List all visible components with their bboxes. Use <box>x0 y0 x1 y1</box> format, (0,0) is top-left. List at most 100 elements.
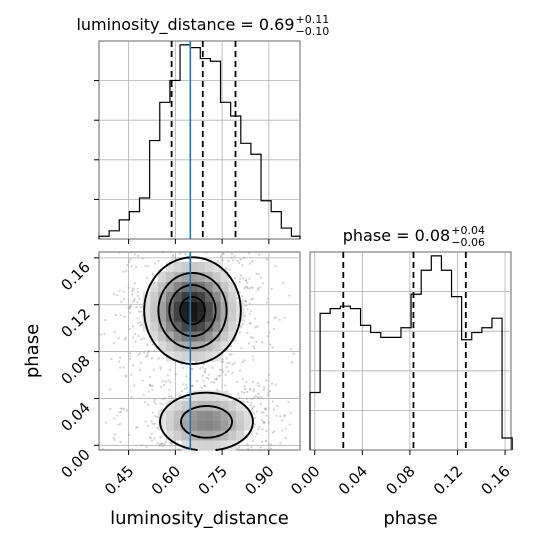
density-cell <box>173 430 182 441</box>
density-cell <box>205 410 214 421</box>
density-cell <box>197 390 206 401</box>
scatter-point <box>128 355 131 358</box>
density-cell <box>236 400 245 411</box>
scatter-point <box>105 421 108 424</box>
scatter-point <box>248 302 251 305</box>
density-cell <box>173 301 182 312</box>
scatter-point <box>227 259 230 263</box>
scatter-point <box>126 409 129 412</box>
scatter-point <box>113 417 116 420</box>
scatter-point <box>287 401 290 404</box>
scatter-point <box>161 380 164 383</box>
scatter-point <box>250 286 253 289</box>
scatter-point <box>220 269 223 272</box>
joint-x-ticks: 0.45 0.60 0.75 0.90 <box>101 450 278 498</box>
density-cell <box>197 440 206 451</box>
x-tick-label-phase-1: 0.04 <box>335 462 371 498</box>
scatter-point <box>249 389 252 392</box>
scatter-point <box>196 380 199 383</box>
scatter-point <box>114 314 117 317</box>
scatter-point <box>262 421 266 424</box>
scatter-point <box>221 368 224 371</box>
scatter-point <box>261 419 264 422</box>
density-cell <box>212 341 221 352</box>
density-cell <box>205 281 214 292</box>
scatter-point <box>220 360 223 363</box>
density-cell <box>205 331 214 342</box>
scatter-point <box>161 398 164 401</box>
scatter-point <box>131 287 134 290</box>
density-cell <box>197 321 206 332</box>
density-cell <box>189 400 198 411</box>
scatter-point <box>130 373 133 376</box>
scatter-point <box>181 390 184 393</box>
density-cell <box>220 271 229 283</box>
scatter-point <box>251 260 254 263</box>
scatter-point <box>264 408 267 411</box>
scatter-point <box>113 438 116 441</box>
scatter-point <box>274 316 277 319</box>
scatter-point <box>226 362 229 365</box>
density-cell <box>166 271 175 283</box>
scatter-point <box>154 415 157 418</box>
scatter-point <box>156 426 159 429</box>
density-cell <box>142 301 151 312</box>
scatter-point <box>128 305 132 309</box>
scatter-point <box>225 357 228 360</box>
scatter-point <box>242 277 245 280</box>
hist-phase-quantiles <box>342 252 467 450</box>
density-cell <box>228 281 237 292</box>
density-cell <box>220 430 229 441</box>
joint-contours <box>143 256 254 451</box>
scatter-point <box>244 304 247 307</box>
x-tick-label-ld-2: 0.75 <box>195 462 231 498</box>
scatter-point <box>172 256 175 259</box>
scatter-point <box>158 442 161 445</box>
scatter-point <box>154 402 157 405</box>
x-tick-label-phase-0: 0.00 <box>287 462 323 498</box>
scatter-point <box>117 423 120 426</box>
density-cell <box>205 440 214 451</box>
density-cell <box>158 410 167 421</box>
density-cell <box>189 311 198 322</box>
density-cell <box>236 420 245 431</box>
density-cell <box>236 430 245 441</box>
scatter-point <box>132 288 135 291</box>
scatter-point <box>239 258 242 261</box>
scatter-point <box>147 424 150 427</box>
density-cell <box>189 410 198 421</box>
scatter-point <box>289 348 292 351</box>
scatter-point <box>249 322 252 325</box>
scatter-point <box>119 422 122 425</box>
density-cell <box>150 311 159 322</box>
scatter-point <box>99 368 102 371</box>
scatter-point <box>113 331 116 334</box>
y-tick-label-phase-2: 0.08 <box>57 352 93 388</box>
density-cell <box>181 351 190 362</box>
density-cell <box>220 420 229 431</box>
scatter-point <box>157 260 160 263</box>
scatter-point <box>240 347 243 350</box>
scatter-point <box>128 327 131 330</box>
scatter-point <box>161 442 164 445</box>
scatter-point <box>232 259 235 262</box>
scatter-point <box>274 265 277 268</box>
scatter-point <box>135 306 138 309</box>
scatter-point <box>253 396 256 399</box>
scatter-point <box>120 300 123 303</box>
density-cell <box>212 400 221 411</box>
scatter-point <box>278 318 281 321</box>
scatter-point <box>225 366 228 369</box>
scatter-point <box>164 440 167 444</box>
scatter-point <box>124 374 127 377</box>
scatter-point <box>215 378 218 381</box>
scatter-point <box>265 301 268 304</box>
density-cell <box>173 410 182 421</box>
density-cell <box>150 331 159 342</box>
scatter-point <box>248 287 251 290</box>
scatter-point <box>272 327 276 331</box>
scatter-point <box>134 426 138 429</box>
scatter-point <box>151 274 154 277</box>
scatter-point <box>144 264 147 268</box>
scatter-point <box>269 443 272 446</box>
